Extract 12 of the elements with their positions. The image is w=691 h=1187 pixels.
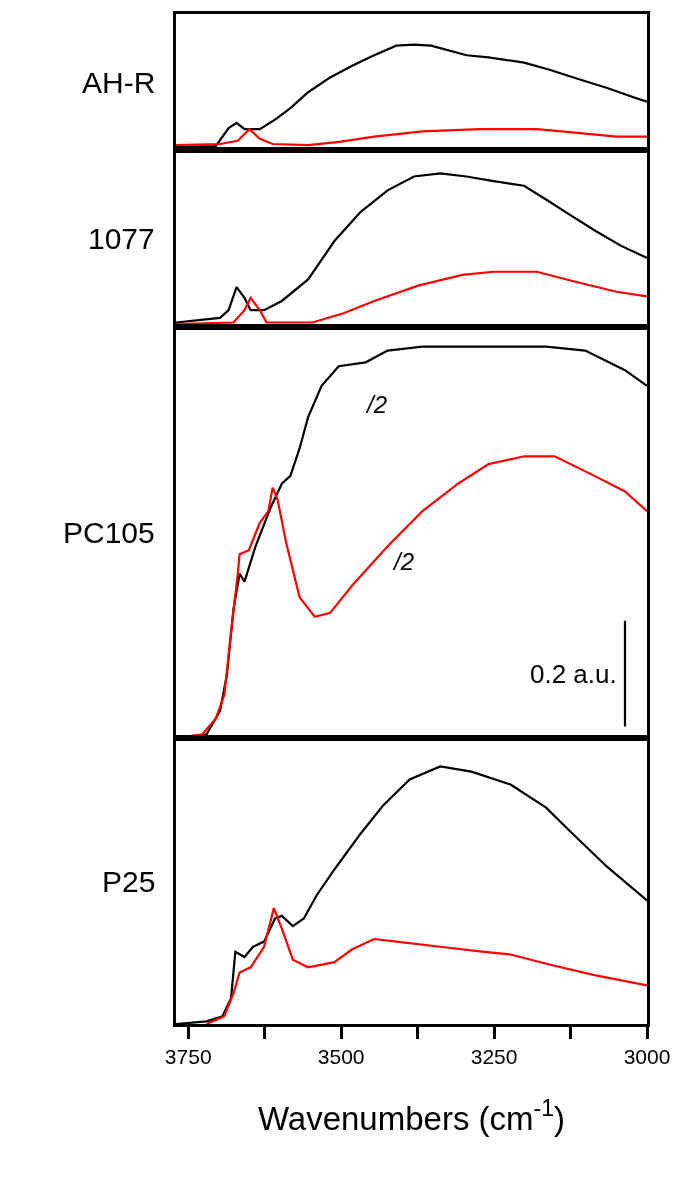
annotation: /2 [392, 548, 415, 575]
x-tick-label: 3750 [164, 1044, 212, 1068]
x-tick-label: 3000 [623, 1044, 671, 1068]
y-axis-title: P25 [102, 865, 156, 898]
y-axis-title: AH-R [82, 66, 156, 99]
x-tick-label: 3500 [317, 1044, 365, 1068]
x-axis-title: Wavenumbers (cm$^{-1}$) [257, 1094, 566, 1137]
y-axis-title: PC105 [63, 516, 155, 549]
annotation: /2 [365, 391, 388, 418]
x-tick-label: 3250 [470, 1044, 518, 1068]
series-label: 0.2 a.u. [530, 659, 617, 689]
y-axis-title: 1077 [88, 222, 155, 255]
